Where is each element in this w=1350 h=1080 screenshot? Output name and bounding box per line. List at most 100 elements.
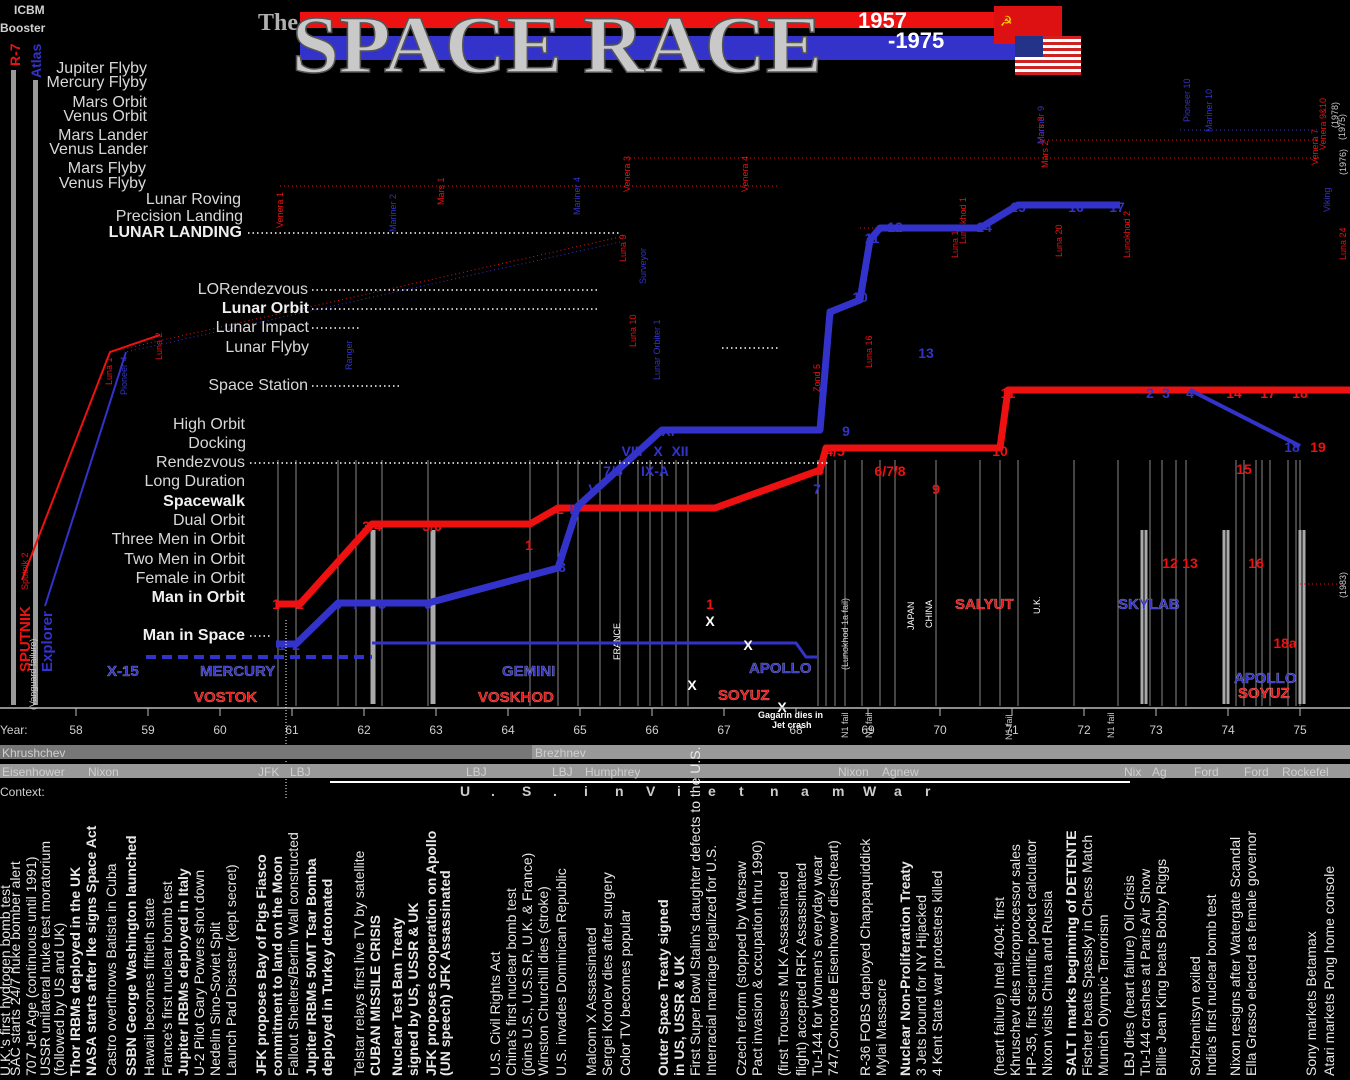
- ussr-probe-line: [21, 334, 161, 581]
- ussr-probe-label: Mars 1: [436, 177, 446, 205]
- mercury-mission: 1: [278, 637, 286, 653]
- context-event: Fallout Shelters/Berlin Wall constructed: [285, 832, 301, 1076]
- title-prefix: The: [258, 10, 298, 36]
- us-flag-stripe: [1015, 66, 1081, 69]
- failure-x: X: [743, 637, 753, 653]
- context-event: 4 Kent State war protesters killed: [929, 871, 945, 1076]
- context-event: U.S. Civil Rights Act: [487, 951, 503, 1076]
- context-event: Jupiter IRBMs deployed in Italy: [175, 868, 191, 1076]
- milestone-label: Mars Lander: [58, 127, 148, 144]
- note-label: N1 fail: [840, 712, 850, 738]
- note-label: N1 fail: [1106, 712, 1116, 738]
- ussr-probe-label: Venera 1: [275, 192, 285, 228]
- note-label: N1 fail: [1004, 714, 1014, 740]
- voskhod-mission: 2: [556, 501, 564, 517]
- soyuz-mission: 17: [1260, 385, 1276, 401]
- axis-tick-label: 69: [861, 723, 875, 737]
- context-event: Khruschev dies microprocessor sales: [1007, 844, 1023, 1076]
- gemini-mission: IX-A: [641, 463, 669, 479]
- page-title: SPACE RACE: [292, 0, 822, 90]
- milestone-label: Venus Orbit: [63, 108, 147, 125]
- vietnam-letter: a: [801, 783, 809, 799]
- vostok-mission: 3/4: [362, 518, 382, 534]
- voskhod-mission: 1: [525, 537, 533, 553]
- context-event: R-36 FOBS deployed Chappaquiddick: [857, 838, 873, 1076]
- soyuz-mission: 10: [992, 443, 1008, 459]
- soyuz-mission: 15: [1236, 461, 1252, 477]
- context-event: 3 Jets bound for NY Hijacked: [913, 895, 929, 1076]
- ussr-program-label: VOSKHOD: [478, 689, 554, 706]
- ussr-leader: Brezhnev: [535, 746, 586, 760]
- context-event: NASA starts after Ike signs Space Act: [83, 825, 99, 1076]
- axis-tick-label: 73: [1149, 723, 1163, 737]
- soyuz-mission: 18a: [1273, 635, 1297, 651]
- us-probe-label: Viking: [1322, 188, 1332, 212]
- context-event: U-2 Pilot Gary Powers shot down: [191, 870, 207, 1076]
- axis-tick-label: 67: [717, 723, 731, 737]
- context-event: CUBAN MISSILE CRISIS: [367, 915, 383, 1076]
- axis-tick-label: 61: [285, 723, 299, 737]
- ussr-program-label: SALYUT: [955, 596, 1014, 613]
- mercury-mission: 9: [424, 596, 432, 612]
- ussr-probe-label: Luna 10: [628, 314, 638, 347]
- year-end: -1975: [888, 28, 944, 53]
- context-event: Munich Olympic Terrorism: [1095, 914, 1111, 1076]
- milestone-label: Space Station: [208, 377, 308, 394]
- vietnam-letter: S: [522, 783, 531, 799]
- us-probe-label: Surveyor: [638, 248, 648, 284]
- us-leader: Nixon: [838, 765, 869, 779]
- note-label: JAPAN: [906, 602, 916, 630]
- vostok-mission: 5/6: [422, 518, 442, 534]
- us-flag-stripe: [1015, 69, 1081, 72]
- note-label: N1 fail: [864, 712, 874, 738]
- context-event: Outer Space Treaty signed: [655, 899, 671, 1076]
- context-event: deployed in Turkey detonated: [319, 879, 335, 1076]
- apollo-mission: 9: [842, 423, 850, 439]
- khrushchev-bar: [0, 745, 532, 759]
- sputnik-label: SPUTNIK: [17, 606, 34, 672]
- context-event: (heart failure) Intel 4004: first: [991, 897, 1007, 1076]
- us-probe-label: Mariner 4: [572, 177, 582, 215]
- ussr-program-label: SOYUZ: [1238, 685, 1290, 702]
- context-event: 747,Concorde Eisenhower dies(heart): [825, 840, 841, 1076]
- ussr-probe-label: Venera 4: [740, 156, 750, 192]
- us-leader: Rockefel: [1282, 765, 1329, 779]
- gemini-mission: V: [588, 481, 598, 497]
- vietnam-letter: r: [925, 783, 931, 799]
- soyuz-mission: 16: [1248, 555, 1264, 571]
- us-flag-stripe: [1015, 48, 1081, 51]
- year-start: 1957: [858, 8, 907, 33]
- us-leader: Ford: [1244, 765, 1269, 779]
- milestone-label: Lunar Orbit: [222, 300, 310, 317]
- soyuz-mission: 4/5: [825, 443, 845, 459]
- milestone-label: Mercury Flyby: [47, 74, 147, 91]
- us-program-label: APOLLO: [1234, 670, 1297, 687]
- axis-tick-label: 58: [69, 723, 83, 737]
- ussr-manned-line: [276, 386, 1350, 608]
- milestone-label: Lunar Flyby: [225, 339, 309, 356]
- us-probe-label: Mariner 2: [388, 194, 398, 232]
- gemini-mission: 3: [558, 559, 566, 575]
- year-axis: Year: 58 59 60 61 62 63 64 65 66 67 68 69 70 71 72 73 74 7…: [0, 620, 1350, 800]
- note-label: (1976): [1338, 149, 1348, 175]
- mercury-mission: 6: [334, 596, 342, 612]
- soyuz-mission: 12: [1162, 555, 1178, 571]
- failure-x: X: [687, 677, 697, 693]
- context-event: JFK proposes cooperation on Apollo: [423, 831, 439, 1076]
- axis-tick-label: 71: [1005, 723, 1019, 737]
- context-event: Fischer beats Spassky in Chess Match: [1079, 835, 1095, 1076]
- context-event: Castro overthrows Batista in Cuba: [103, 863, 119, 1076]
- axis-tick-label: 59: [141, 723, 155, 737]
- milestone-label: Long Duration: [144, 473, 245, 490]
- booster-caption-2: Booster: [0, 21, 46, 35]
- axis-prefix: Year:: [0, 723, 28, 737]
- us-leader: Ag: [1152, 765, 1167, 779]
- apollo-mission: 14: [976, 219, 992, 235]
- us-flag-stripe: [1015, 36, 1081, 39]
- vietnam-letter: n: [615, 783, 624, 799]
- ussr-probe-label: Luna 20: [1054, 224, 1064, 257]
- us-leader: Agnew: [882, 765, 919, 779]
- milestone-label: Lunar Roving: [146, 191, 241, 208]
- us-probe-line: [44, 351, 127, 607]
